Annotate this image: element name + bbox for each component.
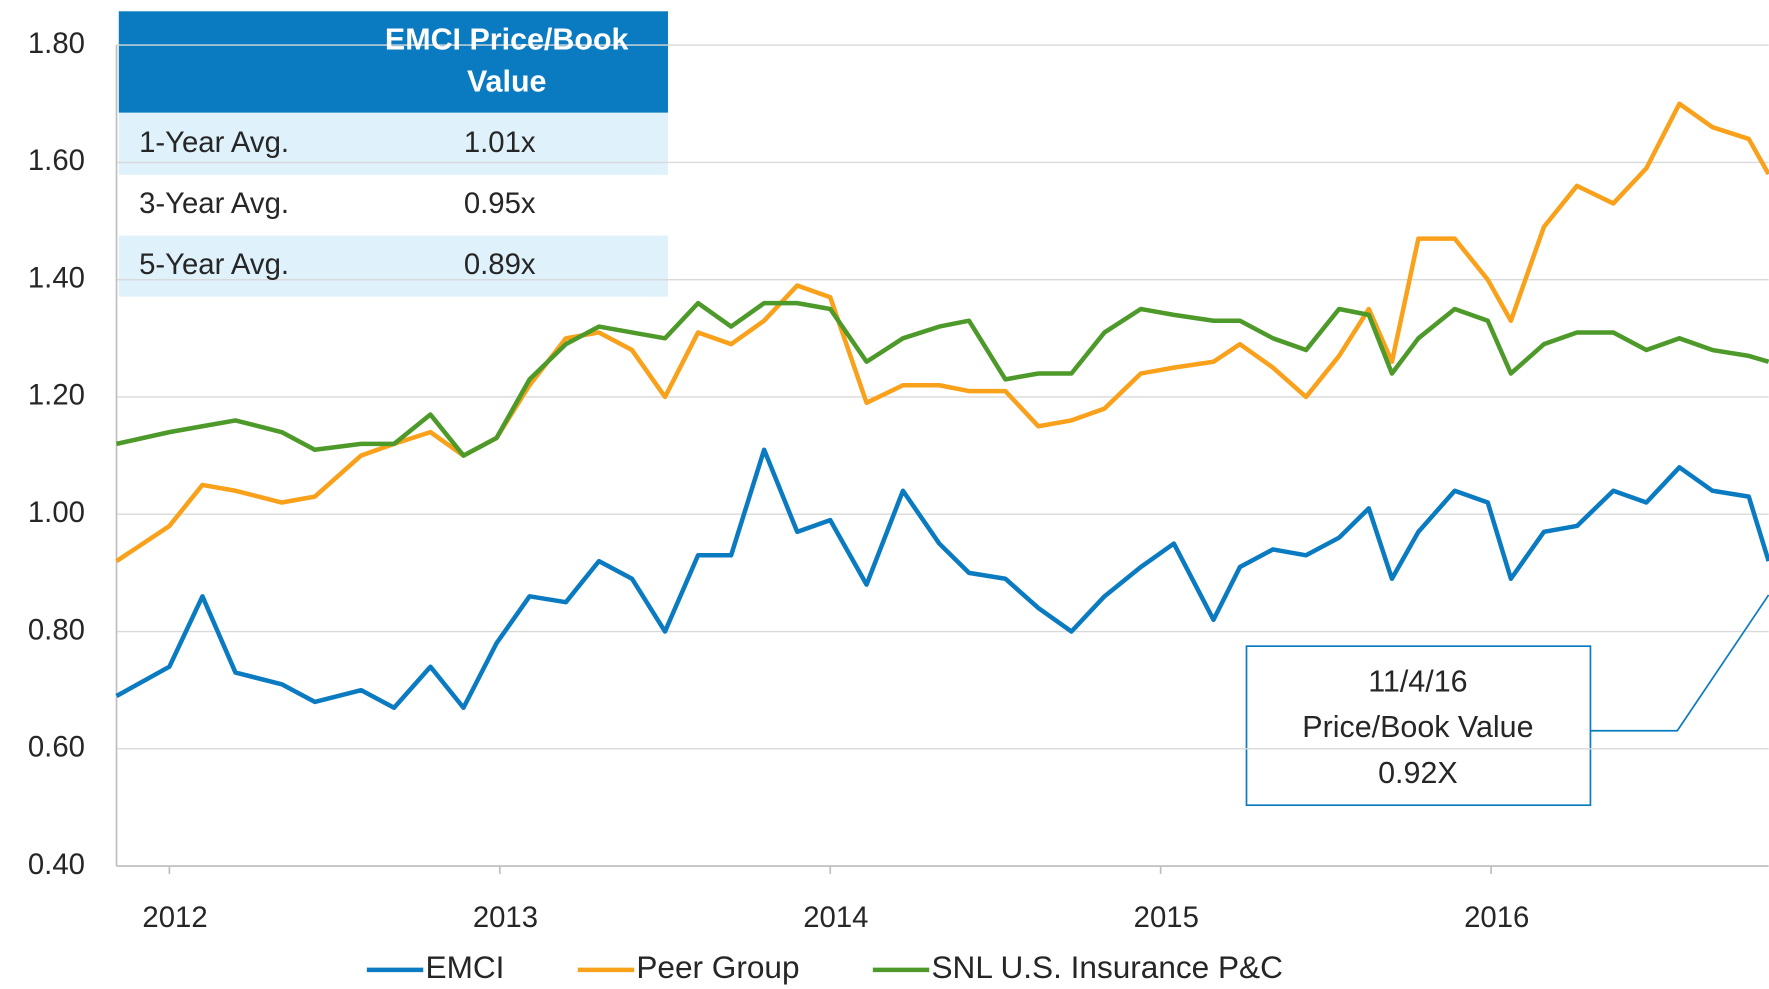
annotation-text: 11/4/16	[1368, 664, 1467, 698]
legend-label: Peer Group	[636, 949, 799, 985]
y-tick-label: 1.80	[28, 27, 85, 60]
table-row-label: 3-Year Avg.	[139, 187, 289, 220]
annotation-box	[1245, 645, 1592, 807]
table-row-value: 1.01x	[464, 126, 536, 159]
table-row-label: 5-Year Avg.	[139, 248, 289, 281]
line-series	[115, 447, 1769, 711]
x-tick-label: 2015	[1134, 901, 1199, 934]
legend-label: SNL U.S. Insurance P&C	[931, 949, 1282, 985]
table-row-bg	[118, 112, 668, 175]
table-header	[118, 11, 668, 113]
legend-label: EMCI	[426, 949, 505, 985]
y-tick-label: 0.60	[28, 731, 85, 764]
annotation-text: 0.92X	[1378, 756, 1458, 790]
x-tick-label: 2016	[1464, 901, 1529, 934]
table-row-bg	[118, 235, 668, 297]
y-tick-label: 1.60	[28, 144, 85, 177]
table-row-value: 0.95x	[464, 187, 536, 220]
table-row-value: 0.89x	[464, 248, 536, 281]
y-tick-label: 1.00	[28, 496, 85, 529]
y-tick-label: 0.80	[28, 613, 85, 646]
x-tick-label: 2012	[142, 901, 207, 934]
annotation-leader	[1590, 594, 1769, 732]
x-tick-label: 2013	[473, 901, 538, 934]
annotation-text: Price/Book Value	[1302, 710, 1533, 744]
y-tick-label: 1.40	[28, 261, 85, 294]
y-tick-label: 0.40	[28, 848, 85, 881]
table-title: EMCI Price/Book Value	[385, 23, 629, 99]
y-tick-label: 1.20	[28, 379, 85, 412]
line-series	[116, 300, 1769, 458]
line-series	[115, 101, 1769, 564]
x-tick-label: 2014	[803, 901, 868, 934]
table-row-label: 1-Year Avg.	[139, 126, 289, 159]
